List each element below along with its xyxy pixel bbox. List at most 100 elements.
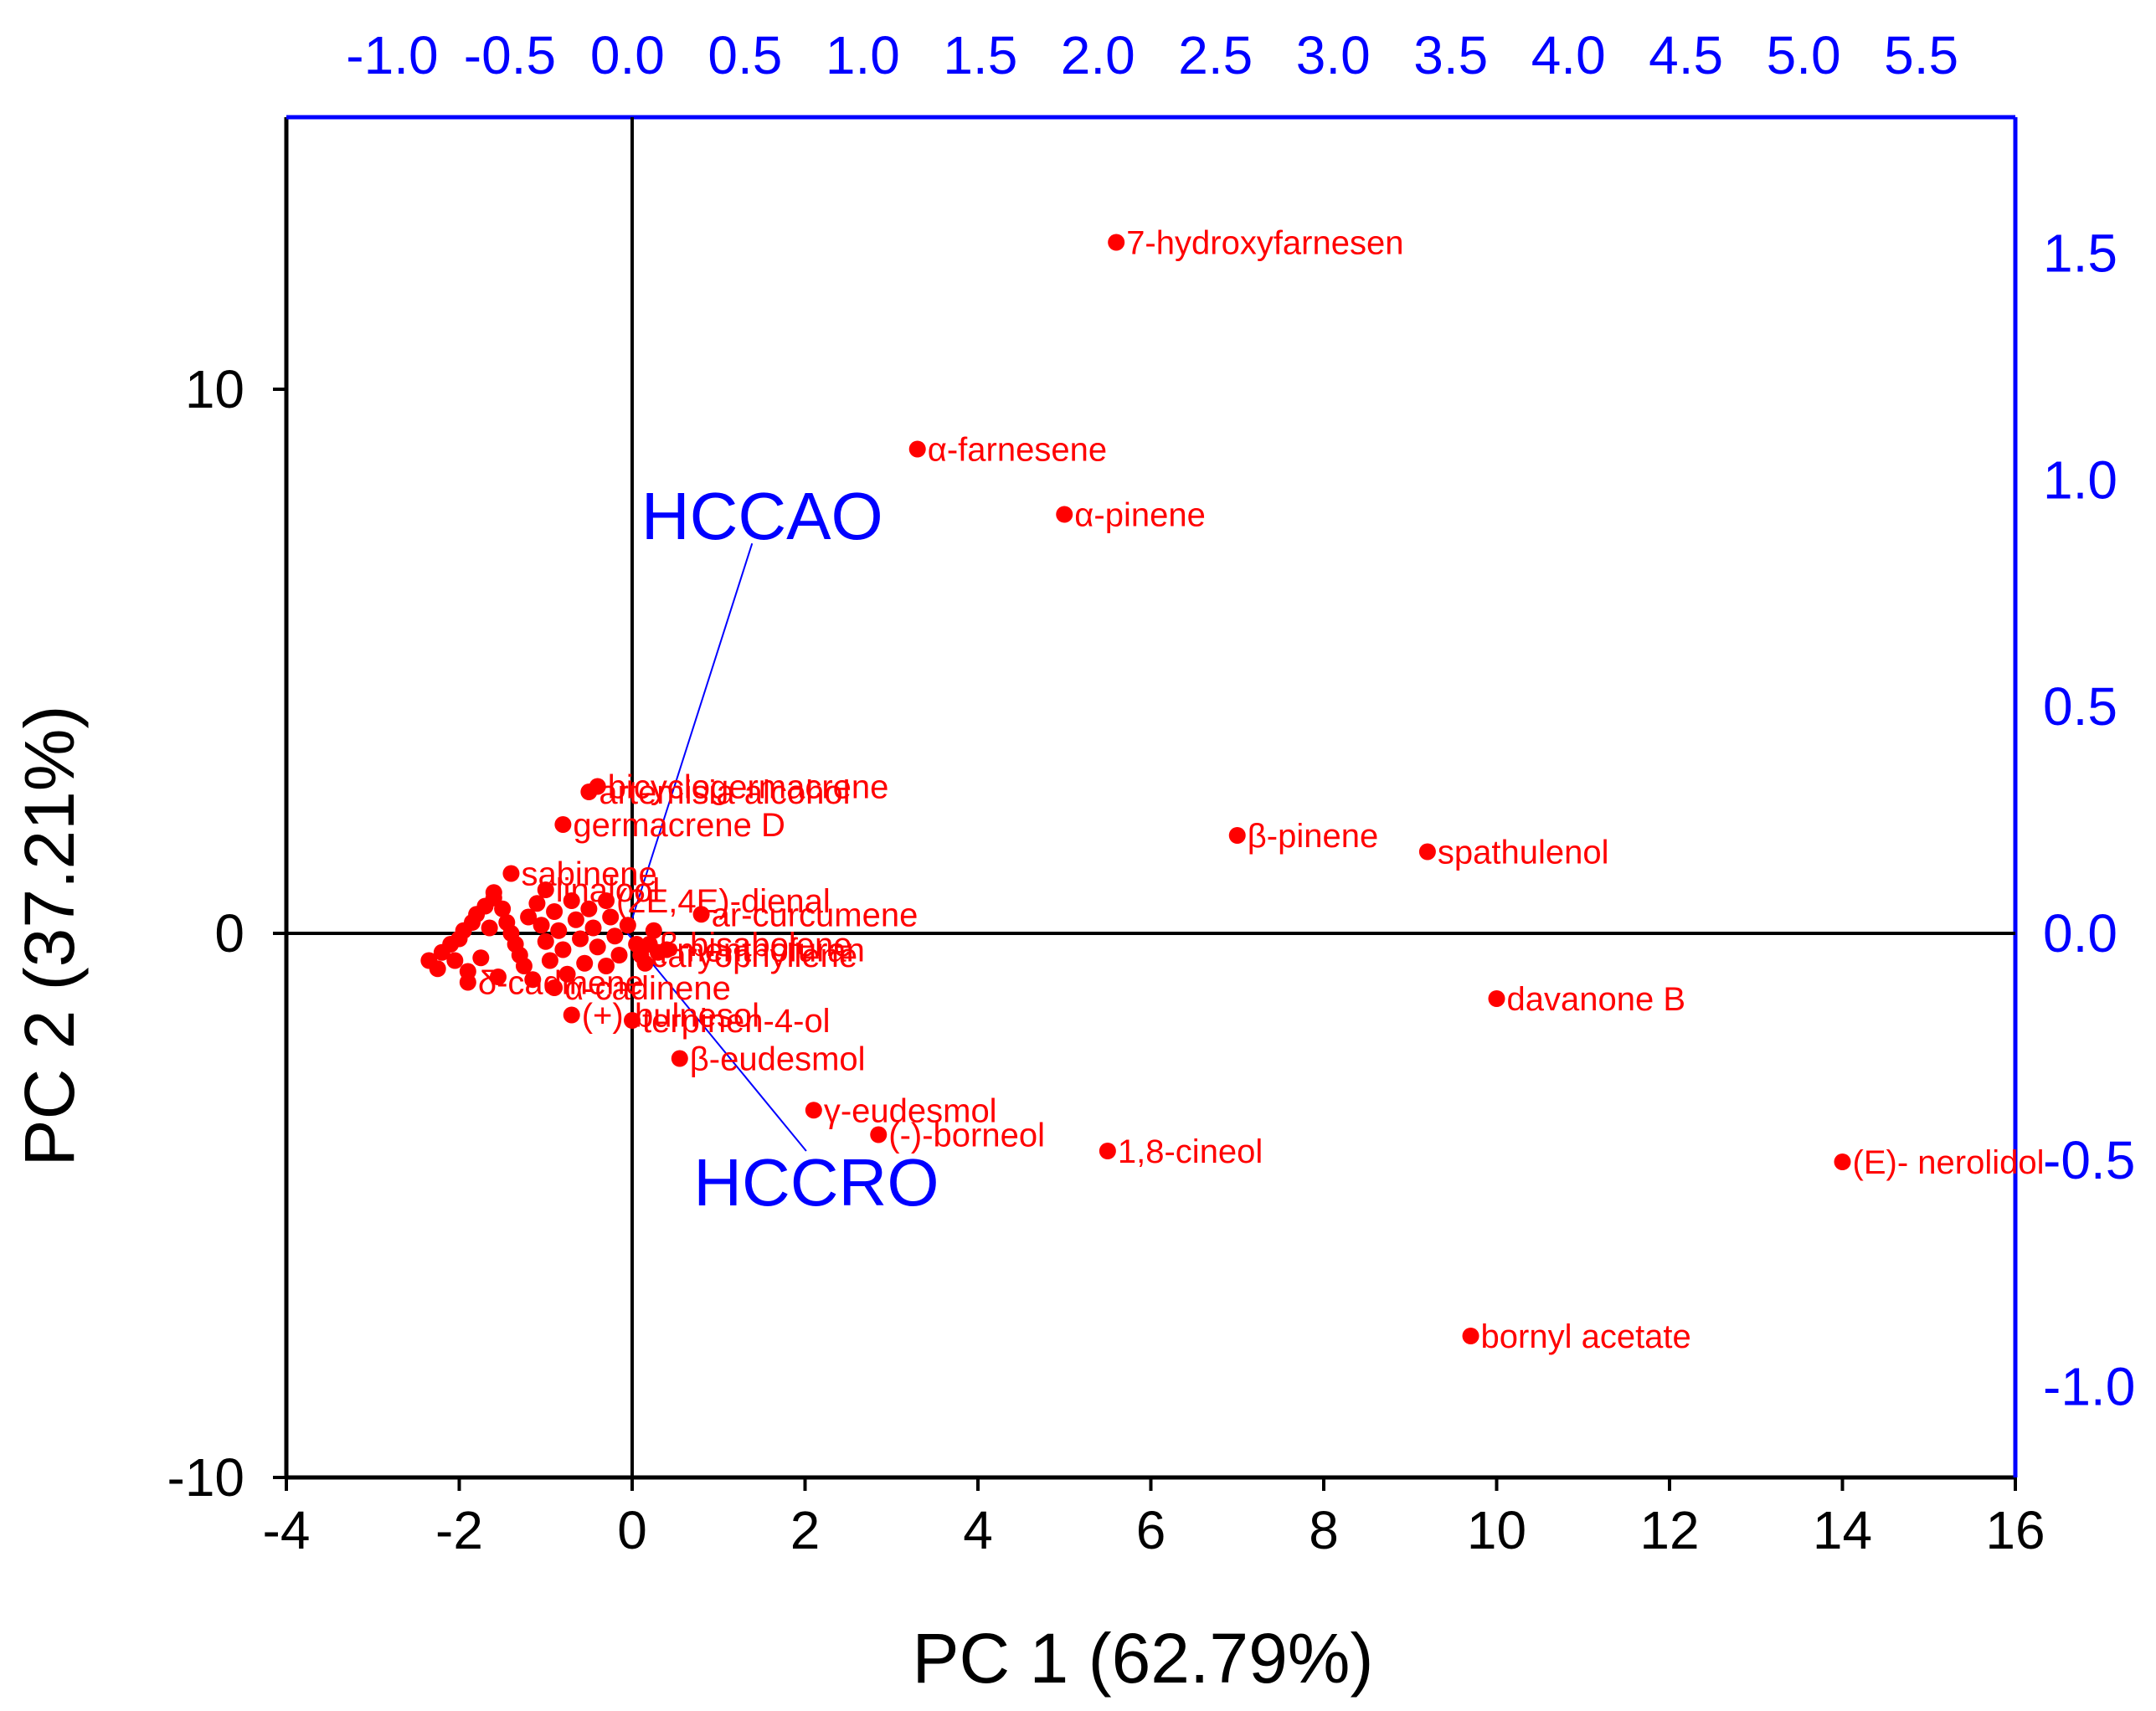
- cluster-point: [550, 922, 568, 939]
- secondary-x-tick-label: 3.0: [1296, 25, 1371, 85]
- data-point-label: (2E,4E)-dienal: [616, 883, 831, 920]
- data-point-label: β-pinene: [1248, 818, 1378, 855]
- cluster-point: [589, 938, 606, 956]
- data-point: [908, 440, 926, 458]
- cluster-point: [528, 895, 546, 912]
- data-point-label: spathulenol: [1438, 835, 1609, 871]
- cluster-point: [446, 952, 464, 969]
- y-tick-label: 0: [214, 903, 244, 963]
- data-point-label: bicyclogermacrene: [608, 769, 889, 806]
- cluster-point: [524, 971, 542, 989]
- cluster-point: [520, 908, 538, 926]
- cluster-point: [546, 903, 563, 920]
- cluster-point: [584, 919, 602, 937]
- data-point: [1834, 1154, 1851, 1170]
- cluster-point: [481, 919, 498, 937]
- secondary-x-tick-label: 2.0: [1061, 25, 1135, 85]
- data-point: [580, 784, 598, 800]
- data-point: [624, 1012, 641, 1029]
- x-tick-label: -2: [435, 1500, 483, 1560]
- data-points: 7-hydroxyfarnesen α-farnesene α-pinene bicy…: [459, 225, 2045, 1355]
- cluster-point: [558, 965, 576, 983]
- data-point: [1108, 234, 1125, 251]
- data-point-label: (-)-borneol: [888, 1118, 1045, 1154]
- data-point-label: β-eudesmol: [690, 1041, 866, 1078]
- secondary-y-tick-label: 0.5: [2043, 676, 2117, 737]
- loading-vector-line: [626, 933, 807, 1152]
- secondary-x-tick-label: 1.5: [943, 25, 1017, 85]
- data-point-label: 1,8-cineol: [1118, 1133, 1263, 1170]
- y-axis-label: PC 2 (37.21%): [10, 706, 89, 1167]
- y-tick-label: 10: [185, 359, 244, 419]
- secondary-x-tick-label: 5.5: [1884, 25, 1958, 85]
- secondary-y-tick-label: 1.5: [2043, 224, 2117, 284]
- data-point-label: menthofuran: [677, 933, 865, 969]
- data-point-label: davanone B: [1507, 981, 1686, 1018]
- cluster-point: [485, 884, 502, 902]
- data-point: [546, 979, 563, 996]
- data-point-label: γ-eudesmol: [824, 1092, 997, 1129]
- loading-vector-label: HCCAO: [641, 479, 883, 553]
- secondary-y-tick-label: 1.0: [2043, 450, 2117, 510]
- x-tick-label: 12: [1639, 1500, 1699, 1560]
- cluster-point: [567, 911, 584, 928]
- loading-vector-label: HCCRO: [693, 1145, 939, 1220]
- y-tick-label: -10: [167, 1447, 245, 1508]
- x-tick-label: 4: [963, 1500, 993, 1560]
- cluster-point: [537, 933, 554, 950]
- data-point-label: ar-curcumene: [712, 897, 918, 933]
- data-point: [598, 892, 615, 909]
- cluster-point: [576, 954, 594, 972]
- x-tick-label: 0: [617, 1500, 647, 1560]
- secondary-x-tick-label: 4.0: [1531, 25, 1606, 85]
- data-point: [1418, 843, 1436, 861]
- data-point: [1228, 827, 1246, 844]
- data-point-label: caryophyllene: [651, 938, 857, 974]
- data-point-label: (+)-bulnesol: [582, 998, 759, 1035]
- data-point: [870, 1126, 888, 1143]
- cluster-point: [580, 900, 598, 917]
- data-point: [1462, 1328, 1479, 1344]
- secondary-x-tick-label: -0.5: [464, 25, 556, 85]
- cluster-point: [602, 908, 620, 926]
- cluster-point: [645, 922, 662, 939]
- data-point-label: δ-cadinene: [478, 965, 644, 1002]
- cluster-point: [572, 930, 589, 948]
- cluster-point: [533, 917, 550, 934]
- secondary-y-tick-label: -0.5: [2043, 1130, 2135, 1190]
- cluster-point: [429, 960, 446, 978]
- secondary-x-tick-label: -1.0: [346, 25, 438, 85]
- data-point-label: (E)- nerolidol: [1853, 1144, 2045, 1181]
- secondary-x-tick-label: 1.0: [826, 25, 900, 85]
- x-tick-label: 14: [1813, 1500, 1872, 1560]
- data-point: [1056, 506, 1073, 523]
- data-point-label: α-farnesene: [928, 432, 1107, 469]
- data-point: [658, 941, 676, 958]
- secondary-x-tick-label: 3.5: [1413, 25, 1488, 85]
- cluster-point: [606, 927, 624, 945]
- x-tick-label: -4: [263, 1500, 311, 1560]
- data-point-label: 7-hydroxyfarnesen: [1126, 225, 1403, 262]
- x-axis-label: PC 1 (62.79%): [913, 1619, 1374, 1698]
- data-point: [632, 947, 650, 963]
- cluster-point: [494, 900, 512, 917]
- data-point: [692, 906, 710, 923]
- data-point-label: β-bisabolene: [660, 927, 852, 963]
- cluster-point: [563, 892, 580, 909]
- secondary-y-tick-label: -1.0: [2043, 1357, 2135, 1417]
- data-point: [1099, 1143, 1116, 1159]
- data-point-label: terpinen-4-ol: [642, 1003, 831, 1040]
- cluster-point: [619, 917, 636, 934]
- data-point: [671, 1050, 688, 1067]
- loading-vector-line: [626, 542, 754, 934]
- data-point: [537, 881, 554, 898]
- secondary-x-tick-label: 2.5: [1178, 25, 1253, 85]
- secondary-y-tick-label: 0.0: [2043, 903, 2117, 963]
- cluster-point: [472, 949, 490, 967]
- x-tick-label: 2: [790, 1500, 821, 1560]
- data-point: [459, 974, 476, 991]
- data-point-label: artemisia alcohol: [599, 774, 850, 811]
- cluster-point: [515, 958, 533, 974]
- data-point: [563, 1006, 580, 1024]
